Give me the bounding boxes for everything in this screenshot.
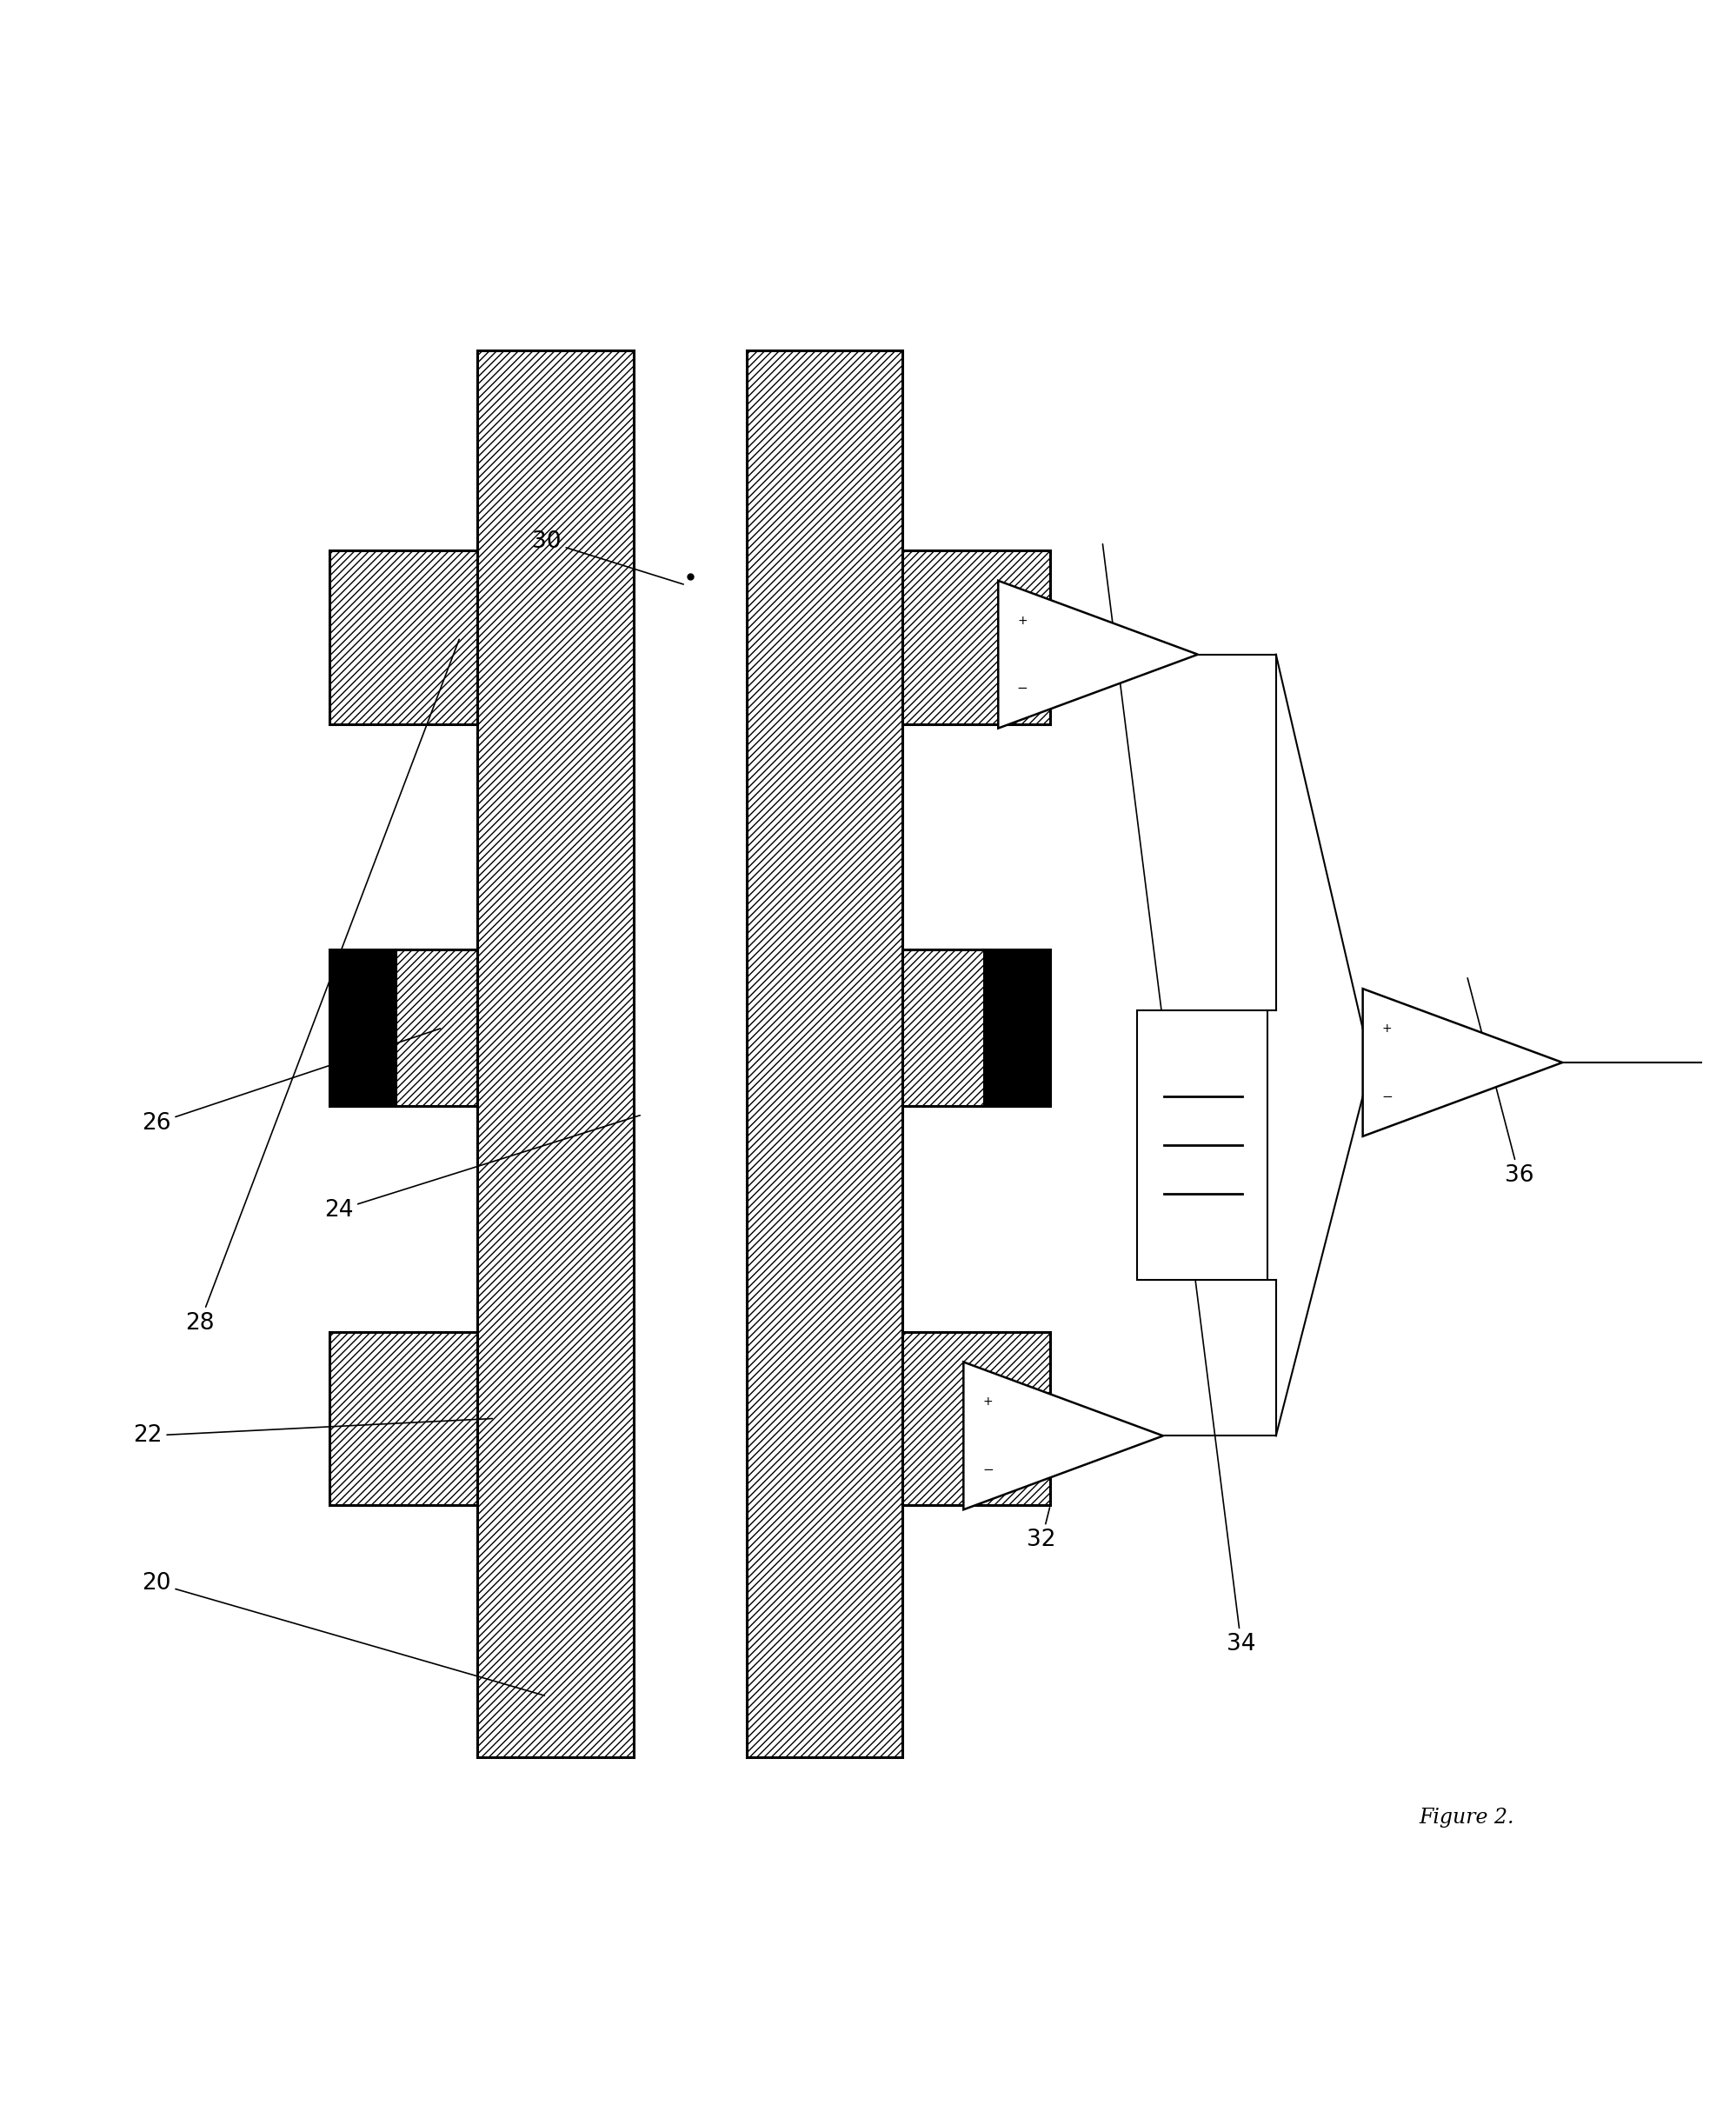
Text: 28: 28 bbox=[186, 640, 460, 1334]
Bar bbox=[903, 950, 984, 1105]
Polygon shape bbox=[963, 1362, 1163, 1509]
Bar bbox=[903, 550, 1050, 725]
Text: +: + bbox=[983, 1396, 993, 1409]
Bar bbox=[746, 351, 903, 1757]
Bar bbox=[477, 351, 634, 1757]
Text: 32: 32 bbox=[1028, 1507, 1055, 1551]
Polygon shape bbox=[998, 580, 1198, 729]
Text: −: − bbox=[1017, 682, 1028, 695]
Bar bbox=[330, 550, 477, 725]
Polygon shape bbox=[1363, 988, 1562, 1137]
Text: 30: 30 bbox=[533, 531, 684, 584]
Text: +: + bbox=[1382, 1022, 1392, 1035]
Text: −: − bbox=[983, 1464, 993, 1477]
Text: +: + bbox=[1017, 614, 1028, 627]
Bar bbox=[634, 351, 746, 1757]
Text: 34: 34 bbox=[1102, 544, 1255, 1655]
Bar bbox=[330, 950, 396, 1105]
Bar bbox=[984, 950, 1050, 1105]
Text: Figure 2.: Figure 2. bbox=[1420, 1808, 1514, 1828]
Bar bbox=[903, 1332, 1050, 1504]
Bar bbox=[1137, 1009, 1267, 1279]
Text: 20: 20 bbox=[142, 1572, 545, 1696]
Text: 22: 22 bbox=[134, 1420, 493, 1447]
Text: 36: 36 bbox=[1467, 978, 1533, 1186]
Text: 26: 26 bbox=[142, 1028, 441, 1135]
Bar bbox=[330, 1332, 477, 1504]
Text: −: − bbox=[1382, 1090, 1392, 1103]
Bar bbox=[396, 950, 477, 1105]
Text: 24: 24 bbox=[325, 1116, 641, 1222]
